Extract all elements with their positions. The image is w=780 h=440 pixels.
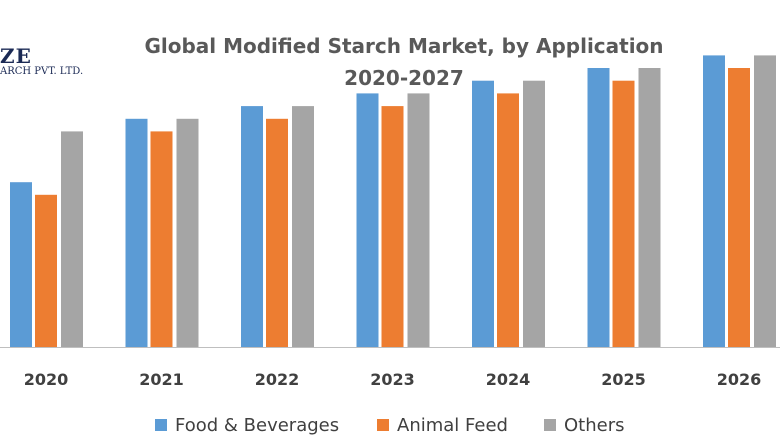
legend-label: Animal Feed (397, 414, 508, 436)
bar-animal-feed-2021 (150, 131, 173, 347)
bar-food-beverages-2021 (125, 118, 148, 347)
logo: ZE ARCH PVT. LTD. (0, 44, 110, 84)
bar-animal-feed-2020 (35, 194, 57, 347)
bar-food-beverages-2023 (356, 93, 379, 348)
bar-food-beverages-2024 (472, 80, 494, 347)
bar-food-beverages-2025 (587, 68, 610, 347)
bar-food-beverages-2026 (703, 55, 725, 348)
chart-title-line1: Global Modified Starch Market, by Applic… (144, 34, 664, 58)
chart-title-line2: 2020-2027 (344, 66, 464, 90)
bar-food-beverages-2022 (241, 106, 263, 347)
chart-title: Global Modified Starch Market, by Applic… (0, 30, 780, 94)
x-tick-label-2023: 2023 (370, 370, 415, 389)
bars-group (10, 55, 776, 348)
legend-label: Others (564, 414, 625, 436)
bar-others-2026 (754, 55, 776, 348)
logo-subtitle: ARCH PVT. LTD. (0, 66, 84, 77)
bar-animal-feed-2022 (266, 118, 288, 347)
legend-item-animal-feed: Animal Feed (377, 411, 508, 439)
legend-swatch (377, 419, 389, 431)
bar-animal-feed-2023 (381, 106, 404, 347)
legend: Food & Beverages Animal Feed Others (0, 411, 780, 439)
logo-name: ZE (0, 44, 32, 68)
x-tick-label-2020: 2020 (24, 370, 69, 389)
x-tick-label-2022: 2022 (255, 370, 300, 389)
bar-others-2023 (407, 93, 430, 348)
bar-animal-feed-2026 (728, 68, 750, 347)
legend-label: Food & Beverages (175, 414, 340, 436)
x-tick-label-2025: 2025 (601, 370, 646, 389)
bar-others-2021 (176, 118, 199, 347)
x-tick-label-2024: 2024 (486, 370, 531, 389)
bar-food-beverages-2020 (10, 182, 32, 347)
legend-swatch (544, 419, 556, 431)
x-tick-label-2026: 2026 (717, 370, 762, 389)
bar-others-2025 (638, 68, 661, 347)
x-tick-label-2021: 2021 (139, 370, 184, 389)
bar-others-2022 (292, 106, 314, 347)
bar-others-2020 (61, 131, 83, 347)
bar-animal-feed-2025 (612, 80, 635, 347)
x-tick-labels: 2020 2021 2022 2023 2024 2025 2026 (24, 370, 762, 389)
legend-item-others: Others (544, 411, 625, 439)
legend-swatch (155, 419, 167, 431)
bar-animal-feed-2024 (497, 93, 519, 348)
bar-others-2024 (523, 80, 545, 347)
legend-item-food-beverages: Food & Beverages (155, 411, 339, 439)
